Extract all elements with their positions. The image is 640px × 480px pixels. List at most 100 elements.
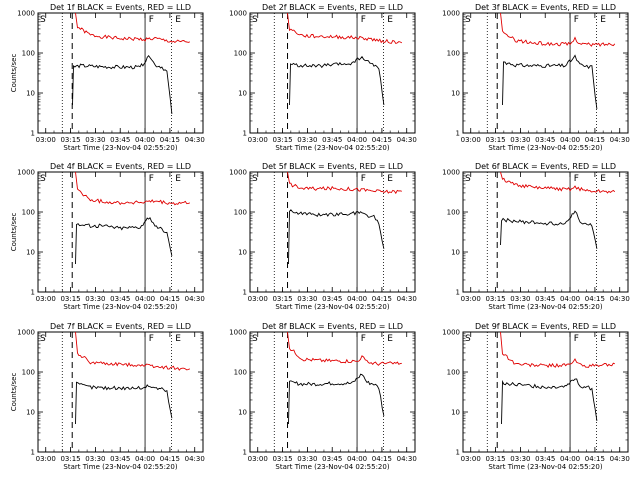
x-tick-label: 03:00: [36, 136, 56, 144]
y-tick-label: 100: [22, 209, 35, 217]
series-events: [75, 381, 173, 425]
series-events: [501, 378, 598, 425]
x-tick-label: 03:00: [36, 455, 56, 463]
y-tick-label: 1000: [442, 169, 460, 177]
x-tick-label: 04:00: [560, 136, 580, 144]
y-tick-label: 1000: [229, 169, 247, 177]
x-tick-label: 03:00: [36, 295, 56, 303]
x-tick-label: 03:45: [110, 455, 130, 463]
plot-frame: [249, 12, 416, 134]
series-events: [72, 54, 173, 114]
y-tick-label: 1: [243, 130, 247, 138]
x-tick-label: 03:30: [85, 455, 105, 463]
x-tick-label: 04:30: [185, 295, 205, 303]
x-tick-label: 04:00: [347, 136, 367, 144]
y-tick-label: 10: [451, 90, 460, 98]
series-lld: [287, 171, 402, 195]
panel-title: Det 6f BLACK = Events, RED = LLD: [475, 162, 616, 171]
x-tick-label: 04:15: [585, 455, 605, 463]
series-lld: [500, 12, 616, 47]
y-tick-label: 100: [447, 369, 460, 377]
x-tick-label: 04:00: [135, 136, 155, 144]
panel-3f: Det 3f BLACK = Events, RED = LLD 1 10 100 10…: [442, 3, 630, 152]
x-tick-label: 04:00: [347, 295, 367, 303]
y-tick-label: 1: [243, 449, 247, 457]
y-tick-label: 1: [243, 289, 247, 297]
x-tick-label: 04:30: [610, 136, 630, 144]
x-tick-label: 04:30: [185, 136, 205, 144]
y-tick-label: 1000: [17, 169, 35, 177]
x-tick-label: 04:30: [610, 455, 630, 463]
panel-4f: Det 4f BLACK = Events, RED = LLD 1 10 100 10…: [10, 162, 205, 311]
series-events: [289, 55, 385, 106]
y-tick-label: 100: [22, 369, 35, 377]
marker-F: F: [574, 174, 579, 184]
x-tick-label: 03:15: [272, 295, 292, 303]
x-tick-label: 04:00: [347, 455, 367, 463]
y-tick-label: 10: [451, 249, 460, 257]
x-tick-label: 04:15: [160, 295, 180, 303]
y-tick-label: 1: [31, 449, 35, 457]
panel-7f: Det 7f BLACK = Events, RED = LLD 1 10 100 10…: [10, 322, 205, 471]
y-tick-label: 1000: [229, 10, 247, 18]
plot-frame: [462, 331, 629, 453]
x-axis-label: Start Time (23-Nov-04 02:55:20): [275, 144, 389, 152]
marker-E: E: [175, 334, 181, 344]
x-axis-label: Start Time (23-Nov-04 02:55:20): [63, 303, 177, 311]
marker-S: S: [465, 334, 471, 344]
marker-S: S: [465, 15, 471, 25]
x-tick-label: 04:15: [585, 136, 605, 144]
series-events: [288, 209, 385, 265]
panel-title: Det 7f BLACK = Events, RED = LLD: [50, 322, 191, 331]
x-tick-label: 04:15: [372, 455, 392, 463]
series-lld: [75, 331, 190, 371]
x-tick-label: 03:00: [461, 455, 481, 463]
x-tick-label: 03:00: [248, 136, 268, 144]
y-tick-label: 1000: [17, 10, 35, 18]
x-tick-label: 03:45: [322, 295, 342, 303]
y-tick-label: 1000: [17, 329, 35, 337]
y-tick-label: 10: [238, 90, 247, 98]
y-tick-label: 1: [31, 130, 35, 138]
x-tick-label: 03:45: [110, 295, 130, 303]
x-tick-label: 03:45: [322, 455, 342, 463]
panel-1f: Det 1f BLACK = Events, RED = LLD 1 10 100 10…: [10, 3, 205, 152]
panel-5f: Det 5f BLACK = Events, RED = LLD 1 10 100 10…: [229, 162, 417, 311]
panel-title: Det 5f BLACK = Events, RED = LLD: [262, 162, 403, 171]
marker-E: E: [600, 15, 606, 25]
series-events: [500, 210, 598, 249]
marker-S: S: [465, 174, 471, 184]
marker-E: E: [387, 334, 393, 344]
x-tick-label: 04:00: [135, 295, 155, 303]
x-tick-label: 03:15: [60, 455, 80, 463]
y-tick-label: 100: [22, 50, 35, 58]
marker-F: F: [149, 174, 154, 184]
y-tick-label: 1: [456, 289, 460, 297]
series-lld: [75, 12, 190, 43]
y-tick-label: 1: [456, 130, 460, 138]
x-tick-label: 04:00: [560, 295, 580, 303]
series-lld: [500, 331, 615, 368]
marker-S: S: [252, 15, 258, 25]
series-events: [288, 373, 385, 425]
panel-title: Det 1f BLACK = Events, RED = LLD: [50, 3, 191, 12]
y-tick-label: 100: [234, 369, 247, 377]
marker-F: F: [361, 334, 366, 344]
x-tick-label: 03:15: [272, 455, 292, 463]
y-tick-label: 1: [456, 449, 460, 457]
x-axis-label: Start Time (23-Nov-04 02:55:20): [488, 463, 602, 471]
marker-E: E: [600, 334, 606, 344]
y-tick-label: 10: [26, 249, 35, 257]
x-tick-label: 03:45: [110, 136, 130, 144]
x-tick-label: 04:30: [397, 136, 417, 144]
panel-title: Det 2f BLACK = Events, RED = LLD: [262, 3, 403, 12]
marker-F: F: [149, 334, 154, 344]
x-axis-label: Start Time (23-Nov-04 02:55:20): [63, 144, 177, 152]
x-tick-label: 03:15: [485, 136, 505, 144]
series-lld: [287, 12, 403, 45]
x-tick-label: 03:30: [510, 136, 530, 144]
marker-F: F: [574, 15, 579, 25]
panel-6f: Det 6f BLACK = Events, RED = LLD 1 10 100 10…: [442, 162, 630, 311]
x-tick-label: 03:45: [535, 295, 555, 303]
panel-9f: Det 9f BLACK = Events, RED = LLD 1 10 100 10…: [442, 322, 630, 471]
